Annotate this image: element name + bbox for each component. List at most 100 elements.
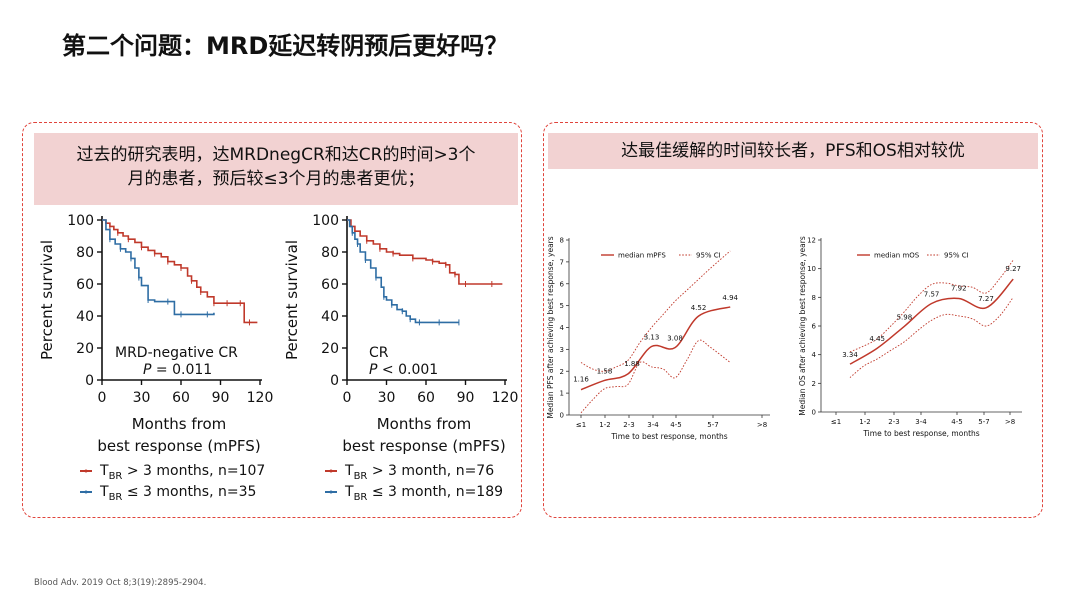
data-label: 7.27 xyxy=(978,295,994,303)
x-axis-label: best response (mPFS) xyxy=(97,437,260,455)
y-tick-label: 0 xyxy=(85,373,94,389)
right-panel xyxy=(543,122,1043,518)
data-label: 7.57 xyxy=(924,290,940,298)
x-tick-label: 90 xyxy=(212,390,230,406)
p-value: P = 0.011 xyxy=(143,362,212,378)
y-axis-label: Median PFS after achieving best response… xyxy=(546,236,555,418)
y-tick-label: 4 xyxy=(560,324,565,332)
legend-rest: ≤ 3 month, n=189 xyxy=(367,484,503,500)
km-chart-mrd-negative-cr: 0 20 40 60 80 100 0 30 60 90 120 Percent survival Mo… xyxy=(38,213,274,503)
legend-label-median: median mOS xyxy=(874,252,920,260)
y-tick-label: 0 xyxy=(330,373,339,389)
p-value-number: = 0.011 xyxy=(151,362,212,378)
legend-sub: BR xyxy=(109,492,123,503)
y-tick-label: 0 xyxy=(812,409,816,417)
x-tick-label: 4-5 xyxy=(670,421,681,429)
km-chart-cr: 0 20 40 60 80 100 0 30 60 90 120 Percent survival Mo… xyxy=(283,213,519,503)
y-tick-label: 60 xyxy=(321,277,339,293)
page-title: 第二个问题：MRD延迟转阴预后更好吗？ xyxy=(62,32,509,60)
y-tick-label: 8 xyxy=(812,294,816,302)
x-tick-label: 2-3 xyxy=(888,418,899,426)
legend-marker xyxy=(84,490,88,494)
km-curve-blue xyxy=(102,219,215,316)
x-tick-label: 0 xyxy=(98,390,107,406)
median-line xyxy=(849,278,1014,365)
y-tick-label: 2 xyxy=(812,380,816,388)
legend-label: TBR > 3 months, n=107 xyxy=(99,463,265,482)
data-label: 9.27 xyxy=(1005,265,1021,273)
legend-label-ci: 95% CI xyxy=(696,252,721,260)
ci-lower-line xyxy=(849,297,1014,378)
x-tick-label: 2-3 xyxy=(623,421,634,429)
x-axis-label: best response (mPFS) xyxy=(342,437,505,455)
x-tick-label: 1-2 xyxy=(599,421,610,429)
y-tick-label: 2 xyxy=(560,368,564,376)
x-tick-label: 3-4 xyxy=(647,421,659,429)
y-axis-label: Median OS after achieving best response,… xyxy=(798,236,807,416)
legend-main: T xyxy=(99,484,109,500)
p-value-number: < 0.001 xyxy=(377,362,438,378)
data-label: 7.92 xyxy=(951,284,967,292)
p-letter: P xyxy=(143,362,152,378)
median-os-chart: 0 2 4 6 8 10 12 ≤1 1-2 2-3 3-4 4-5 5-7 >8 Time to best… xyxy=(798,236,1022,438)
x-axis-label: Months from xyxy=(377,415,472,433)
km-curve-red xyxy=(347,219,503,285)
legend-label: TBR ≤ 3 month, n=189 xyxy=(344,484,503,503)
legend-label: TBR ≤ 3 months, n=35 xyxy=(99,484,256,503)
legend-sub: BR xyxy=(109,471,123,482)
y-tick-label: 40 xyxy=(321,309,339,325)
legend-rest: ≤ 3 months, n=35 xyxy=(122,484,256,500)
y-tick-label: 6 xyxy=(812,323,817,331)
y-tick-label: 1 xyxy=(560,390,564,398)
legend-sub: BR xyxy=(354,471,368,482)
data-label: 1.16 xyxy=(573,376,589,384)
y-tick-label: 0 xyxy=(560,412,564,420)
legend-main: T xyxy=(344,484,354,500)
legend-rest: > 3 months, n=107 xyxy=(122,463,265,479)
x-tick-label: ≤1 xyxy=(576,421,586,429)
y-tick-label: 20 xyxy=(76,341,94,357)
panel-label: CR xyxy=(369,345,389,361)
median-pfs-chart: 0 1 2 3 4 5 6 7 8 ≤1 1-2 2-3 3-4 4-5 5-7 >8 Time to best… xyxy=(546,236,770,441)
ci-lower-line xyxy=(580,339,731,414)
y-tick-label: 40 xyxy=(76,309,94,325)
legend-main: T xyxy=(344,463,354,479)
left-banner-line2: 月的患者，预后较≤3个月的患者更优； xyxy=(127,169,425,189)
legend-sub: BR xyxy=(354,492,368,503)
x-tick-label: 5-7 xyxy=(978,418,989,426)
data-label: 1.58 xyxy=(597,367,613,375)
x-tick-label: 120 xyxy=(492,390,519,406)
x-tick-label: 30 xyxy=(378,390,396,406)
x-axis-label: Months from xyxy=(132,415,227,433)
data-label: 3.34 xyxy=(842,351,858,359)
y-tick-label: 80 xyxy=(76,245,94,261)
legend-marker xyxy=(329,469,333,473)
x-tick-label: 30 xyxy=(133,390,151,406)
y-tick-label: 80 xyxy=(321,245,339,261)
x-tick-label: 5-7 xyxy=(707,421,718,429)
legend-rest: > 3 month, n=76 xyxy=(367,463,494,479)
citation: Blood Adv. 2019 Oct 8;3(19):2895-2904. xyxy=(34,578,207,588)
median-line xyxy=(580,306,731,391)
p-letter: P xyxy=(369,362,378,378)
y-tick-label: 3 xyxy=(560,346,564,354)
y-tick-label: 60 xyxy=(76,277,94,293)
x-tick-label: 3-4 xyxy=(915,418,927,426)
y-tick-label: 5 xyxy=(560,302,564,310)
data-label: 4.52 xyxy=(691,304,707,312)
y-axis-label: Percent survival xyxy=(283,240,301,360)
y-tick-label: 12 xyxy=(807,237,816,245)
x-tick-label: 90 xyxy=(457,390,475,406)
x-tick-label: 1-2 xyxy=(859,418,870,426)
p-value: P < 0.001 xyxy=(369,362,438,378)
km-curve-blue xyxy=(347,219,459,324)
x-tick-label: >8 xyxy=(1005,418,1015,426)
data-label: 3.13 xyxy=(644,334,660,342)
y-tick-label: 10 xyxy=(807,265,816,273)
x-tick-label: 120 xyxy=(247,390,274,406)
legend-label-ci: 95% CI xyxy=(944,252,969,260)
ci-upper-line xyxy=(849,259,1014,353)
y-tick-label: 8 xyxy=(560,237,564,245)
x-axis-label: Time to best response, months xyxy=(862,429,979,438)
data-label: 4.45 xyxy=(869,335,885,343)
